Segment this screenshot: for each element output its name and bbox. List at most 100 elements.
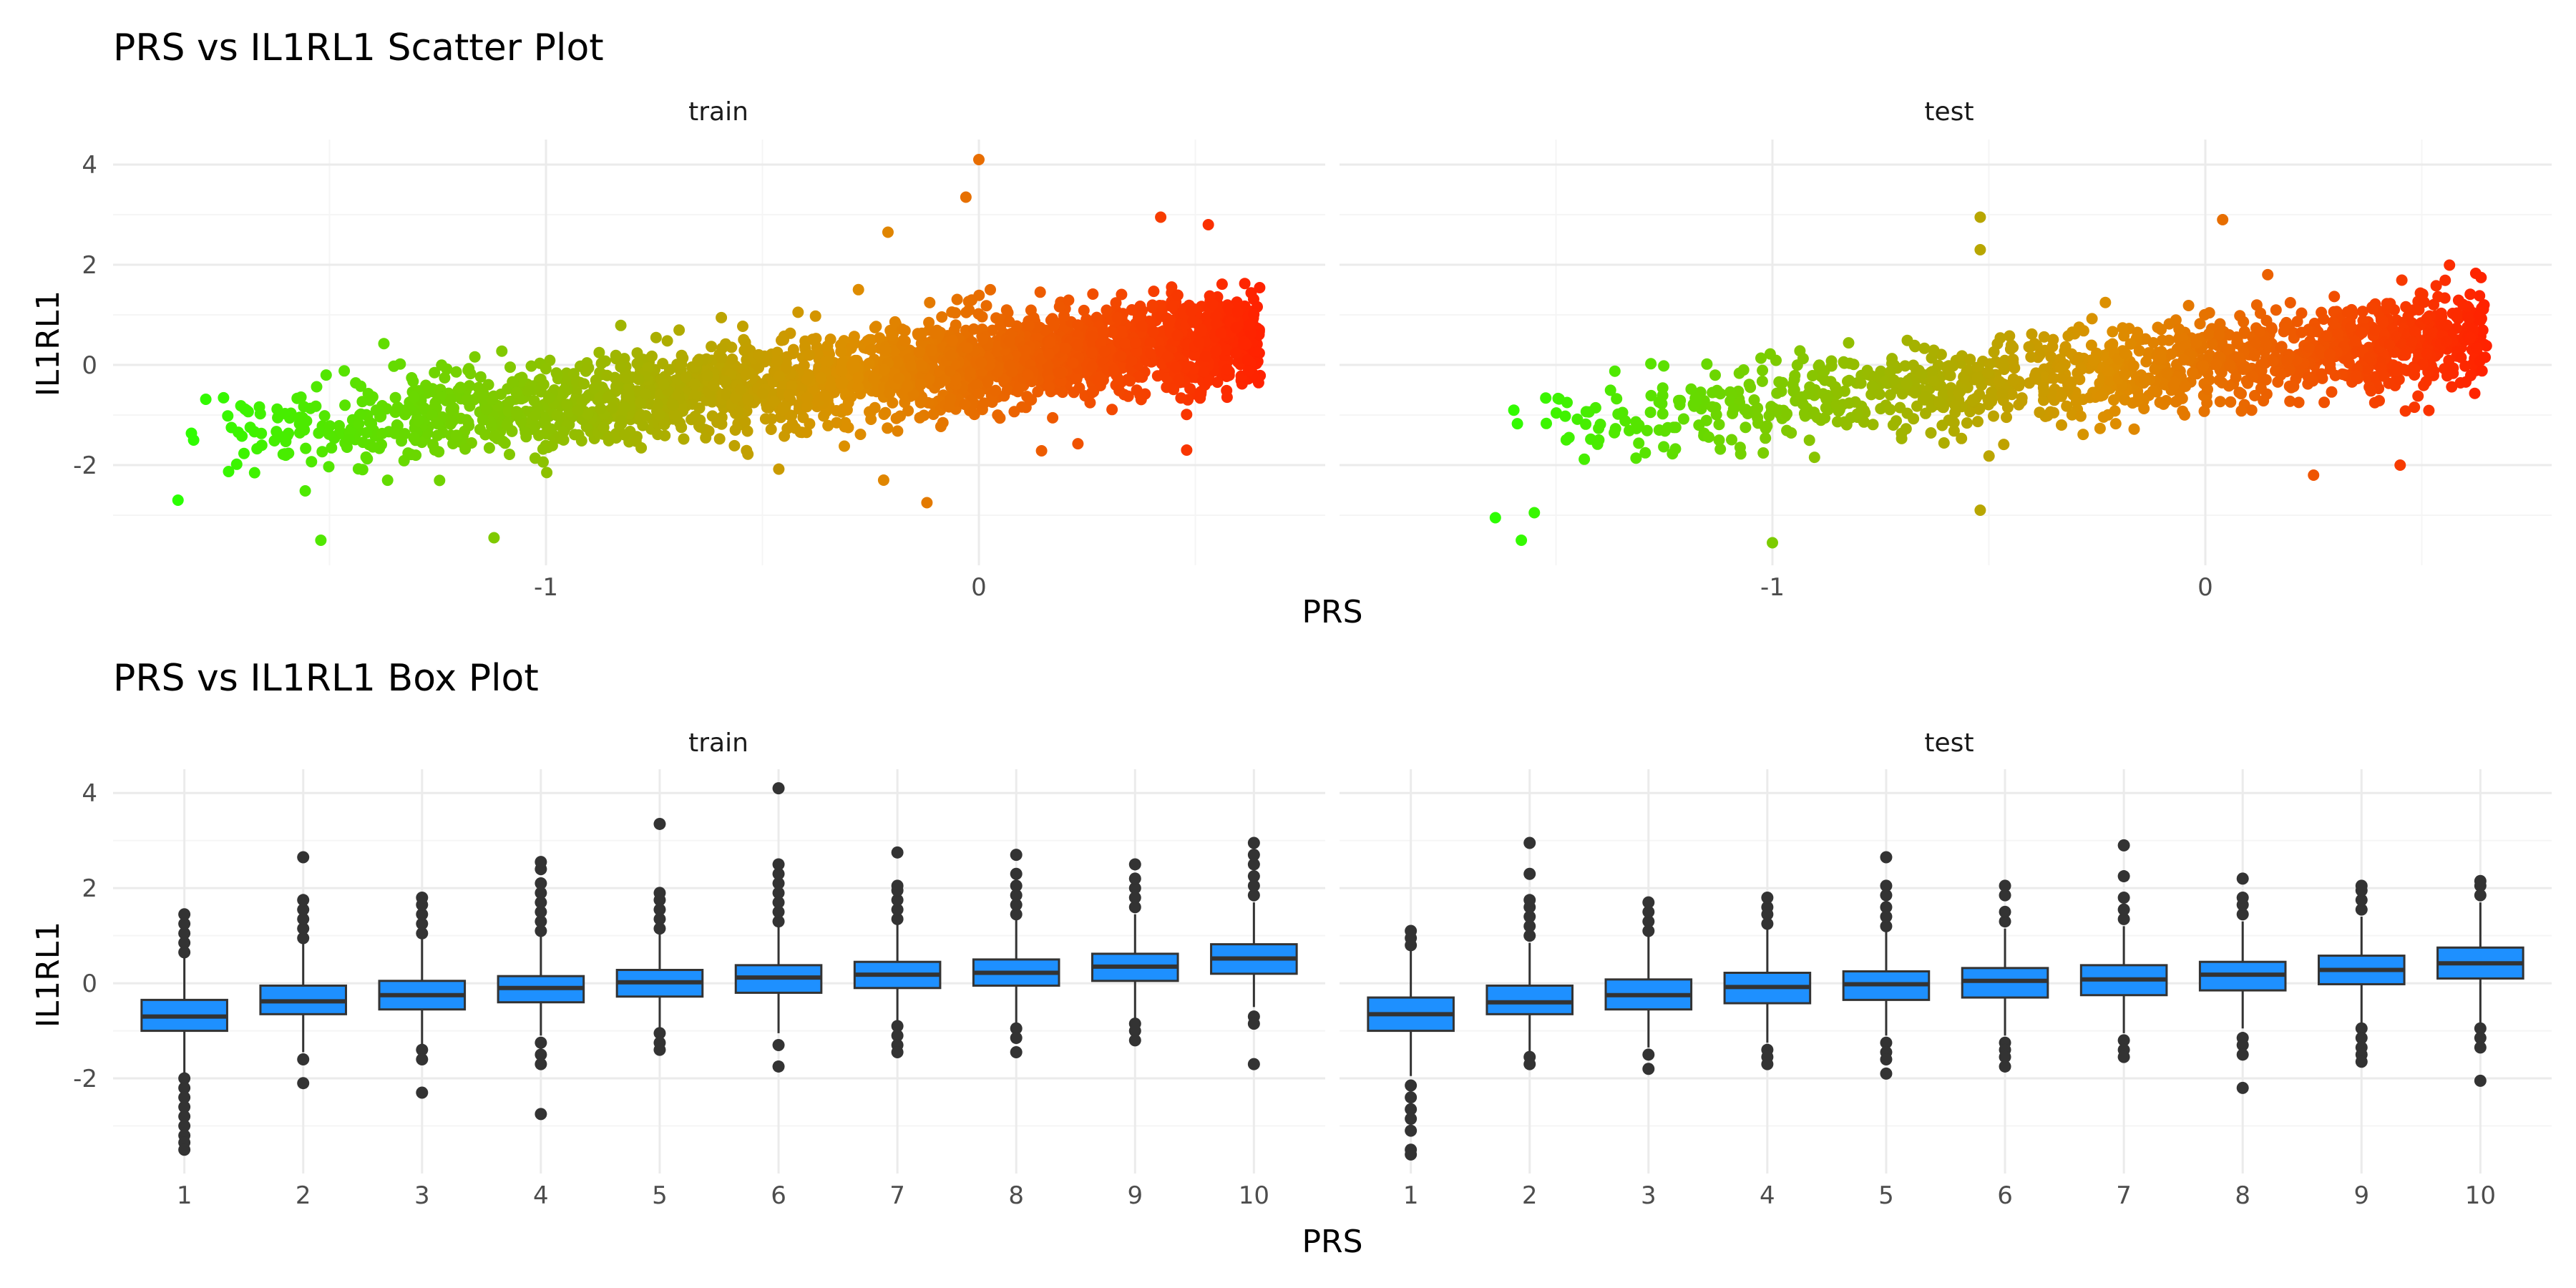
- scatter-point: [2250, 336, 2263, 348]
- scatter-point: [1098, 326, 1110, 338]
- box-outlier: [2117, 870, 2130, 883]
- scatter-point: [2469, 387, 2481, 399]
- scatter-point: [522, 385, 535, 397]
- scatter-point: [255, 427, 268, 439]
- scatter-point: [2332, 328, 2344, 340]
- scatter-point: [501, 419, 513, 431]
- box-outlier: [772, 867, 785, 880]
- scatter-point: [280, 449, 292, 462]
- scatter-point: [2318, 396, 2331, 409]
- scatter-point: [610, 349, 622, 361]
- scatter-point: [1925, 427, 1937, 439]
- scatter-point: [801, 401, 813, 413]
- scatter-point: [525, 360, 537, 372]
- scatter-point: [2446, 381, 2458, 393]
- scatter-point: [950, 319, 962, 331]
- scatter-strip-test: test: [1924, 97, 1974, 127]
- box-outlier: [535, 1058, 547, 1070]
- scatter-point: [323, 428, 335, 440]
- scatter-point: [2062, 330, 2074, 342]
- scatter-point: [1136, 320, 1148, 332]
- scatter-point: [298, 424, 311, 436]
- x-tick-label: -1: [1760, 573, 1785, 602]
- scatter-point: [675, 349, 688, 361]
- scatter-point: [887, 396, 899, 409]
- scatter-point: [1119, 337, 1131, 349]
- scatter-point: [255, 439, 268, 452]
- scatter-point: [561, 399, 573, 411]
- scatter-point: [2455, 351, 2467, 364]
- scatter-point: [2396, 274, 2408, 286]
- scatter-point: [510, 386, 522, 399]
- scatter-point: [822, 419, 834, 431]
- scatter-point: [1249, 345, 1262, 357]
- scatter-point: [1147, 326, 1159, 338]
- scatter-point: [579, 393, 591, 404]
- scatter-point: [298, 401, 310, 413]
- scatter-point: [496, 345, 508, 357]
- scatter-point: [431, 429, 444, 441]
- scatter-point: [835, 346, 847, 358]
- scatter-point: [376, 427, 389, 439]
- scatter-point: [1639, 447, 1652, 459]
- scatter-point: [2316, 368, 2328, 380]
- scatter-point: [787, 347, 799, 359]
- scatter-point: [2230, 331, 2243, 343]
- scatter-point: [1875, 403, 1887, 415]
- scatter-point: [381, 474, 394, 487]
- scatter-point: [2046, 341, 2059, 353]
- box-outlier: [535, 924, 547, 937]
- box-outlier: [2355, 903, 2368, 916]
- scatter-point: [657, 358, 669, 370]
- scatter-point: [551, 409, 563, 421]
- scatter-point: [2039, 371, 2051, 384]
- scatter-point: [756, 387, 769, 399]
- scatter-point: [1777, 376, 1788, 389]
- scatter-point: [2318, 313, 2330, 325]
- box-outlier: [2474, 889, 2487, 902]
- box-outlier: [772, 782, 785, 795]
- box-outlier: [1642, 924, 1655, 937]
- scatter-point: [1948, 425, 1960, 437]
- scatter-point: [783, 389, 795, 401]
- y-tick-label: 2: [82, 251, 97, 280]
- scatter-point: [2133, 345, 2145, 357]
- scatter-point: [592, 392, 605, 404]
- scatter-point: [2409, 325, 2421, 337]
- scatter-point: [1641, 424, 1653, 436]
- scatter-point: [2075, 364, 2087, 376]
- scatter-point: [652, 429, 664, 441]
- scatter-point: [862, 335, 874, 347]
- box-strip-train: train: [688, 728, 748, 758]
- scatter-point: [1815, 414, 1827, 426]
- scatter-point: [1540, 392, 1552, 404]
- box-outlier: [1642, 896, 1655, 909]
- scatter-point: [1221, 343, 1233, 356]
- scatter-point: [936, 311, 948, 323]
- scatter-point: [2001, 411, 2012, 424]
- box-outlier: [1010, 908, 1023, 921]
- scatter-point: [1115, 350, 1127, 362]
- box-outlier: [416, 908, 429, 921]
- scatter-point: [1894, 401, 1906, 414]
- scatter-point: [2056, 390, 2067, 402]
- scatter-point: [578, 378, 590, 390]
- box-outlier: [772, 1060, 785, 1073]
- scatter-point: [2350, 369, 2362, 381]
- scatter-point: [923, 316, 935, 328]
- scatter-point: [899, 335, 911, 347]
- scatter-point: [1748, 394, 1760, 406]
- scatter-point: [1223, 303, 1235, 314]
- scatter-point: [1948, 416, 1960, 429]
- scatter-point: [2165, 348, 2177, 360]
- scatter-point: [773, 463, 785, 475]
- scatter-point: [1658, 441, 1670, 453]
- scatter-point: [1106, 404, 1118, 416]
- scatter-point: [2147, 385, 2159, 397]
- scatter-point: [967, 323, 980, 335]
- scatter-point: [2265, 322, 2278, 334]
- scatter-point: [1949, 399, 1961, 411]
- box-outlier: [416, 917, 429, 930]
- scatter-point: [729, 392, 741, 404]
- box-outlier: [1247, 836, 1260, 849]
